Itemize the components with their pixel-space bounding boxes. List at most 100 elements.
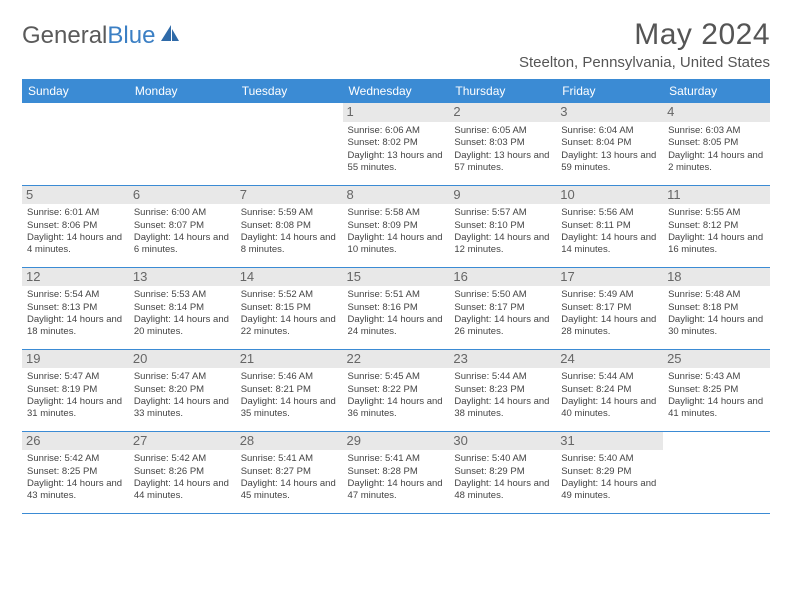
calendar-cell: 1Sunrise: 6:06 AMSunset: 8:02 PMDaylight… bbox=[343, 103, 450, 185]
day-number: 25 bbox=[663, 350, 770, 369]
sunrise-line: Sunrise: 5:40 AM bbox=[561, 453, 658, 465]
sunrise-line: Sunrise: 5:45 AM bbox=[348, 371, 445, 383]
day-number: 11 bbox=[663, 186, 770, 205]
day-number: 29 bbox=[343, 432, 450, 451]
title-block: May 2024 Steelton, Pennsylvania, United … bbox=[519, 18, 770, 71]
sunset-line: Sunset: 8:23 PM bbox=[454, 384, 551, 396]
daylight-line: Daylight: 14 hours and 28 minutes. bbox=[561, 314, 658, 339]
sunset-line: Sunset: 8:28 PM bbox=[348, 466, 445, 478]
calendar-cell bbox=[236, 103, 343, 185]
sunset-line: Sunset: 8:09 PM bbox=[348, 220, 445, 232]
calendar-header-row: Sunday Monday Tuesday Wednesday Thursday… bbox=[22, 79, 770, 103]
sunset-line: Sunset: 8:19 PM bbox=[27, 384, 124, 396]
calendar-cell: 18Sunrise: 5:48 AMSunset: 8:18 PMDayligh… bbox=[663, 267, 770, 349]
daylight-line: Daylight: 13 hours and 55 minutes. bbox=[348, 150, 445, 175]
daylight-line: Daylight: 14 hours and 4 minutes. bbox=[27, 232, 124, 257]
col-sunday: Sunday bbox=[22, 79, 129, 103]
day-number: 7 bbox=[236, 186, 343, 205]
sunrise-line: Sunrise: 5:41 AM bbox=[241, 453, 338, 465]
sunset-line: Sunset: 8:14 PM bbox=[134, 302, 231, 314]
header: GeneralBlue May 2024 Steelton, Pennsylva… bbox=[22, 18, 770, 71]
page-title: May 2024 bbox=[519, 18, 770, 52]
daylight-line: Daylight: 14 hours and 16 minutes. bbox=[668, 232, 765, 257]
day-number: 8 bbox=[343, 186, 450, 205]
daylight-line: Daylight: 14 hours and 2 minutes. bbox=[668, 150, 765, 175]
day-number: 16 bbox=[449, 268, 556, 287]
day-number: 30 bbox=[449, 432, 556, 451]
day-number: 17 bbox=[556, 268, 663, 287]
calendar-cell: 6Sunrise: 6:00 AMSunset: 8:07 PMDaylight… bbox=[129, 185, 236, 267]
daylight-line: Daylight: 14 hours and 33 minutes. bbox=[134, 396, 231, 421]
calendar-table: Sunday Monday Tuesday Wednesday Thursday… bbox=[22, 79, 770, 514]
daylight-line: Daylight: 14 hours and 49 minutes. bbox=[561, 478, 658, 503]
sunrise-line: Sunrise: 5:43 AM bbox=[668, 371, 765, 383]
day-number: 24 bbox=[556, 350, 663, 369]
col-wednesday: Wednesday bbox=[343, 79, 450, 103]
sunset-line: Sunset: 8:11 PM bbox=[561, 220, 658, 232]
daylight-line: Daylight: 14 hours and 35 minutes. bbox=[241, 396, 338, 421]
calendar-week-row: 5Sunrise: 6:01 AMSunset: 8:06 PMDaylight… bbox=[22, 185, 770, 267]
calendar-cell: 23Sunrise: 5:44 AMSunset: 8:23 PMDayligh… bbox=[449, 349, 556, 431]
sunrise-line: Sunrise: 5:49 AM bbox=[561, 289, 658, 301]
daylight-line: Daylight: 14 hours and 14 minutes. bbox=[561, 232, 658, 257]
day-number: 4 bbox=[663, 103, 770, 122]
sunset-line: Sunset: 8:18 PM bbox=[668, 302, 765, 314]
logo: GeneralBlue bbox=[22, 22, 181, 50]
sunrise-line: Sunrise: 6:04 AM bbox=[561, 125, 658, 137]
sunrise-line: Sunrise: 5:41 AM bbox=[348, 453, 445, 465]
sunset-line: Sunset: 8:29 PM bbox=[561, 466, 658, 478]
sunrise-line: Sunrise: 5:48 AM bbox=[668, 289, 765, 301]
calendar-cell: 15Sunrise: 5:51 AMSunset: 8:16 PMDayligh… bbox=[343, 267, 450, 349]
sunset-line: Sunset: 8:13 PM bbox=[27, 302, 124, 314]
sunset-line: Sunset: 8:29 PM bbox=[454, 466, 551, 478]
calendar-cell: 19 Sunrise: 5:47 AMSunset: 8:19 PMDayligh… bbox=[22, 349, 129, 431]
daylight-line: Daylight: 13 hours and 59 minutes. bbox=[561, 150, 658, 175]
daylight-line: Daylight: 14 hours and 8 minutes. bbox=[241, 232, 338, 257]
sunset-line: Sunset: 8:06 PM bbox=[27, 220, 124, 232]
calendar-cell: 29Sunrise: 5:41 AMSunset: 8:28 PMDayligh… bbox=[343, 431, 450, 513]
calendar-cell: 8Sunrise: 5:58 AMSunset: 8:09 PMDaylight… bbox=[343, 185, 450, 267]
calendar-cell: 28Sunrise: 5:41 AMSunset: 8:27 PMDayligh… bbox=[236, 431, 343, 513]
sunset-line: Sunset: 8:02 PM bbox=[348, 137, 445, 149]
day-number: 31 bbox=[556, 432, 663, 451]
calendar-cell: 31 Sunrise: 5:40 AMSunset: 8:29 PMDayligh… bbox=[556, 431, 663, 513]
daylight-line: Daylight: 14 hours and 43 minutes. bbox=[27, 478, 124, 503]
sunset-line: Sunset: 8:20 PM bbox=[134, 384, 231, 396]
day-number: 10 bbox=[556, 186, 663, 205]
daylight-line: Daylight: 14 hours and 36 minutes. bbox=[348, 396, 445, 421]
daylight-line: Daylight: 14 hours and 40 minutes. bbox=[561, 396, 658, 421]
day-number: 26 bbox=[22, 432, 129, 451]
day-number: 28 bbox=[236, 432, 343, 451]
sunset-line: Sunset: 8:04 PM bbox=[561, 137, 658, 149]
sunrise-line: Sunrise: 5:58 AM bbox=[348, 207, 445, 219]
calendar-cell: 17Sunrise: 5:49 AMSunset: 8:17 PMDayligh… bbox=[556, 267, 663, 349]
sunset-line: Sunset: 8:26 PM bbox=[134, 466, 231, 478]
day-number: 14 bbox=[236, 268, 343, 287]
sunset-line: Sunset: 8:10 PM bbox=[454, 220, 551, 232]
calendar-cell: 12Sunrise: 5:54 AMSunset: 8:13 PMDayligh… bbox=[22, 267, 129, 349]
sunrise-line: Sunrise: 5:54 AM bbox=[27, 289, 124, 301]
sunset-line: Sunset: 8:25 PM bbox=[668, 384, 765, 396]
logo-text-blue: Blue bbox=[107, 22, 155, 50]
daylight-line: Daylight: 14 hours and 31 minutes. bbox=[27, 396, 124, 421]
day-number: 3 bbox=[556, 103, 663, 122]
sunset-line: Sunset: 8:24 PM bbox=[561, 384, 658, 396]
sunset-line: Sunset: 8:12 PM bbox=[668, 220, 765, 232]
sunrise-line: Sunrise: 5:57 AM bbox=[454, 207, 551, 219]
calendar-cell: 13Sunrise: 5:53 AMSunset: 8:14 PMDayligh… bbox=[129, 267, 236, 349]
calendar-cell bbox=[663, 431, 770, 513]
sunrise-line: Sunrise: 5:51 AM bbox=[348, 289, 445, 301]
day-number: 19 bbox=[22, 350, 129, 369]
calendar-cell: 27Sunrise: 5:42 AMSunset: 8:26 PMDayligh… bbox=[129, 431, 236, 513]
sunrise-line: Sunrise: 5:44 AM bbox=[454, 371, 551, 383]
sunrise-line: Sunrise: 5:46 AM bbox=[241, 371, 338, 383]
daylight-line: Daylight: 14 hours and 30 minutes. bbox=[668, 314, 765, 339]
sunrise-line: Sunrise: 6:06 AM bbox=[348, 125, 445, 137]
sunrise-line: Sunrise: 5:40 AM bbox=[454, 453, 551, 465]
calendar-body: 1Sunrise: 6:06 AMSunset: 8:02 PMDaylight… bbox=[22, 103, 770, 513]
daylight-line: Daylight: 14 hours and 24 minutes. bbox=[348, 314, 445, 339]
col-tuesday: Tuesday bbox=[236, 79, 343, 103]
sunrise-line: Sunrise: 5:53 AM bbox=[134, 289, 231, 301]
sunrise-line: Sunrise: 5:47 AM bbox=[27, 371, 124, 383]
day-number: 2 bbox=[449, 103, 556, 122]
